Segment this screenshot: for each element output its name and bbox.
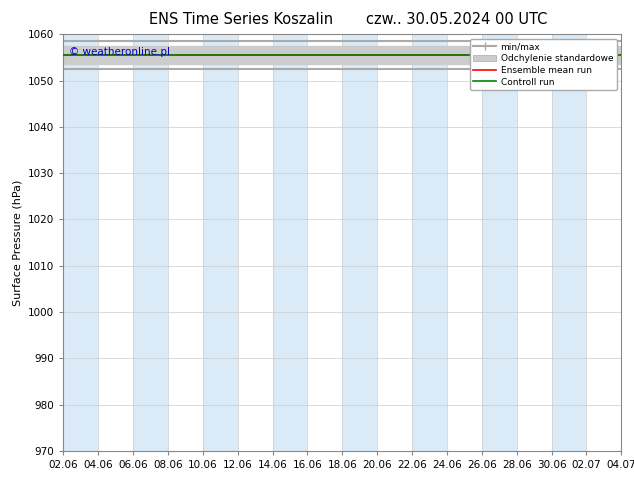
Bar [273, 34, 307, 451]
Text: ENS Time Series Koszalin: ENS Time Series Koszalin [149, 12, 333, 27]
Text: czw.. 30.05.2024 00 UTC: czw.. 30.05.2024 00 UTC [366, 12, 547, 27]
Bar [342, 34, 377, 451]
Bar [63, 34, 98, 451]
Bar [133, 34, 168, 451]
Y-axis label: Surface Pressure (hPa): Surface Pressure (hPa) [13, 179, 23, 306]
Text: © weatheronline.pl: © weatheronline.pl [69, 47, 170, 57]
Bar [203, 34, 238, 451]
Bar [482, 34, 517, 451]
Bar [552, 34, 586, 451]
Bar [412, 34, 447, 451]
Legend: min/max, Odchylenie standardowe, Ensemble mean run, Controll run: min/max, Odchylenie standardowe, Ensembl… [470, 39, 617, 90]
